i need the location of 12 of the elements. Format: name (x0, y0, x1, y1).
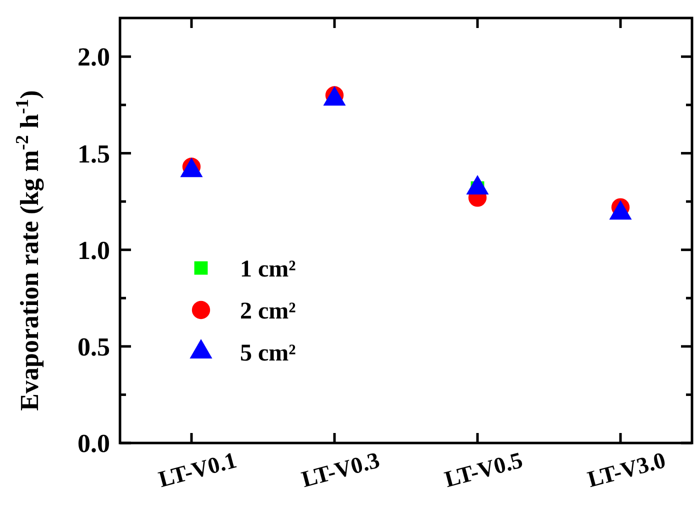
legend-label: 1 cm² (240, 256, 296, 282)
y-tick-label: 0.0 (78, 429, 110, 458)
x-tick-label: LT-V0.5 (442, 447, 526, 492)
x-tick-label: LT-V3.0 (584, 447, 668, 492)
legend-label: 2 cm² (240, 298, 296, 324)
y-tick-label: 2.0 (78, 42, 110, 72)
x-tick-label: LT-V0.1 (156, 447, 240, 492)
x-tick-label: LT-V0.3 (298, 447, 382, 492)
legend-label: 5 cm² (240, 340, 296, 366)
y-tick-label: 1.5 (78, 139, 110, 168)
y-tick-label: 0.5 (78, 332, 110, 362)
y-tick-label: 1.0 (78, 236, 110, 265)
